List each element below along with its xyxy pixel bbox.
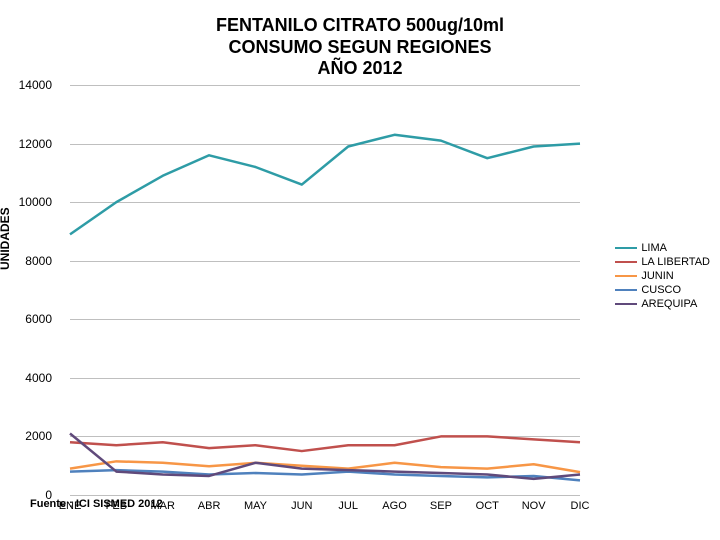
y-tick-label: 14000 (19, 78, 52, 92)
legend-item: CUSCO (615, 284, 710, 296)
y-tick-label: 2000 (25, 429, 52, 443)
y-tick-label: 12000 (19, 137, 52, 151)
x-tick-label: SEP (430, 500, 452, 512)
gridline (70, 495, 580, 496)
legend-item: AREQUIPA (615, 298, 710, 310)
legend-swatch (615, 275, 637, 277)
x-tick-label: NOV (522, 500, 546, 512)
y-tick-label: 8000 (25, 254, 52, 268)
chart-svg (70, 85, 580, 495)
series-line-la-libertad (70, 436, 580, 451)
legend-swatch (615, 303, 637, 305)
x-tick-label: JUL (338, 500, 358, 512)
x-tick-label: JUN (291, 500, 312, 512)
title-line-1: FENTANILO CITRATO 500ug/10ml (0, 15, 720, 37)
legend-label: LIMA (641, 242, 667, 254)
x-tick-label: AGO (382, 500, 406, 512)
title-line-3: AÑO 2012 (0, 58, 720, 80)
legend-label: JUNIN (641, 270, 673, 282)
y-tick-label: 4000 (25, 371, 52, 385)
y-tick-label: 6000 (25, 312, 52, 326)
source-label: Fuente : ICI SISMED 2012 (30, 498, 163, 510)
legend-item: JUNIN (615, 270, 710, 282)
legend-item: LIMA (615, 242, 710, 254)
plot-area (70, 85, 580, 495)
x-tick-label: ABR (198, 500, 221, 512)
legend-swatch (615, 261, 637, 263)
legend-label: LA LIBERTAD (641, 256, 710, 268)
chart-title: FENTANILO CITRATO 500ug/10ml CONSUMO SEG… (0, 15, 720, 80)
y-tick-label: 10000 (19, 195, 52, 209)
legend: LIMA LA LIBERTAD JUNIN CUSCO AREQUIPA (615, 240, 710, 312)
legend-label: CUSCO (641, 284, 681, 296)
x-tick-label: MAY (244, 500, 267, 512)
legend-label: AREQUIPA (641, 298, 697, 310)
x-tick-label: DIC (571, 500, 590, 512)
x-tick-label: OCT (476, 500, 499, 512)
legend-item: LA LIBERTAD (615, 256, 710, 268)
legend-swatch (615, 247, 637, 249)
title-line-2: CONSUMO SEGUN REGIONES (0, 37, 720, 59)
y-axis-labels: 02000400060008000100001200014000 (0, 85, 60, 495)
legend-swatch (615, 289, 637, 291)
series-line-lima (70, 135, 580, 235)
